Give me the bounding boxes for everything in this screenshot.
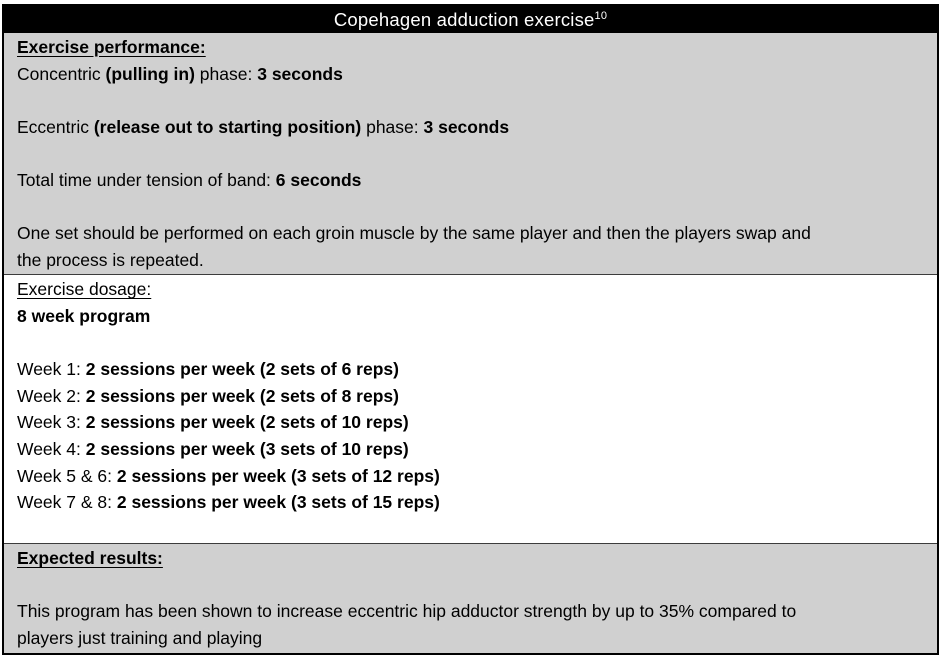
text-segment: Week 4: [17, 438, 86, 459]
text-segment: 3 seconds [257, 63, 343, 84]
text-line: players just training and playing [17, 625, 927, 652]
text-segment: Week 2: [17, 385, 86, 406]
text-segment: Week 3: [17, 412, 86, 433]
text-segment: 2 sessions per week (3 sets of 12 reps) [116, 465, 440, 486]
text-segment: 6 seconds [275, 169, 362, 190]
text-line: Week 3: 2 sessions per week (2 sets of 1… [17, 409, 927, 436]
blank-line [17, 516, 927, 543]
text-segment: This program has been shown to increase … [17, 601, 797, 622]
text-segment: 3 seconds [423, 116, 510, 137]
text-segment: the process is repeated. [17, 249, 204, 270]
blank-line [17, 140, 927, 167]
section-expected-results: Expected results: This program has been s… [4, 543, 937, 653]
text-segment: 2 sessions per week (3 sets of 10 reps) [85, 438, 409, 459]
text-line: Total time under tension of band: 6 seco… [17, 167, 927, 194]
text-segment: Week 1: [17, 359, 86, 380]
blank-line [17, 194, 927, 221]
section-exercise-performance: Exercise performance: Concentric (pulling… [4, 33, 937, 275]
blank-line [17, 87, 927, 114]
text-segment: phase: [194, 63, 258, 84]
title-footnote-marker: 10 [594, 9, 608, 22]
text-line: the process is repeated. [17, 247, 927, 274]
text-line: 8 week program [17, 303, 927, 330]
text-segment: Exercise dosage: [17, 279, 152, 300]
text-line: Concentric (pulling in) phase: 3 seconds [17, 61, 927, 88]
text-line: Exercise dosage: [17, 276, 927, 303]
text-line: Eccentric (release out to starting posit… [17, 114, 927, 141]
text-line: Expected results: [17, 545, 927, 572]
text-segment: Expected results: [17, 548, 163, 569]
blank-line [17, 572, 927, 599]
section-exercise-dosage: Exercise dosage: 8 week program Week 1: 2 … [4, 274, 937, 544]
text-line: Week 7 & 8: 2 sessions per week (3 sets … [17, 489, 927, 516]
text-line: Week 2: 2 sessions per week (2 sets of 8… [17, 383, 927, 410]
text-line: This program has been shown to increase … [17, 598, 927, 625]
text-segment: One set should be performed on each groi… [17, 223, 811, 244]
text-segment: 8 week program [17, 305, 151, 326]
table-body: Exercise performance: Concentric (pulling… [4, 33, 937, 653]
text-segment: Total time under tension of band: [17, 169, 276, 190]
blank-line [17, 330, 927, 357]
text-segment: 2 sessions per week (2 sets of 10 reps) [85, 412, 409, 433]
text-segment: Week 7 & 8: [17, 492, 117, 513]
text-segment: Eccentric [17, 116, 94, 137]
text-segment: Concentric [17, 63, 106, 84]
text-line: One set should be performed on each groi… [17, 220, 927, 247]
text-segment: (release out to starting position) [93, 116, 362, 137]
text-line: Week 4: 2 sessions per week (3 sets of 1… [17, 436, 927, 463]
table-title: Copehagen adduction exercise [333, 9, 595, 30]
text-segment: phase: [361, 116, 424, 137]
text-line: Week 5 & 6: 2 sessions per week (3 sets … [17, 463, 927, 490]
text-segment: Exercise performance: [17, 37, 206, 57]
text-segment: 2 sessions per week (3 sets of 15 reps) [116, 492, 440, 513]
text-segment: Week 5 & 6: [17, 465, 117, 486]
text-segment: 2 sessions per week (2 sets of 6 reps) [85, 359, 399, 380]
text-line: Week 1: 2 sessions per week (2 sets of 6… [17, 356, 927, 383]
exercise-table: Copehagen adduction exercise10 Exercise … [2, 4, 939, 655]
text-segment: 2 sessions per week (2 sets of 8 reps) [85, 385, 399, 406]
text-segment: (pulling in) [105, 63, 195, 84]
table-title-bar: Copehagen adduction exercise10 [4, 6, 937, 33]
text-line: Exercise performance: [17, 34, 927, 61]
text-segment: players just training and playing [17, 628, 263, 649]
